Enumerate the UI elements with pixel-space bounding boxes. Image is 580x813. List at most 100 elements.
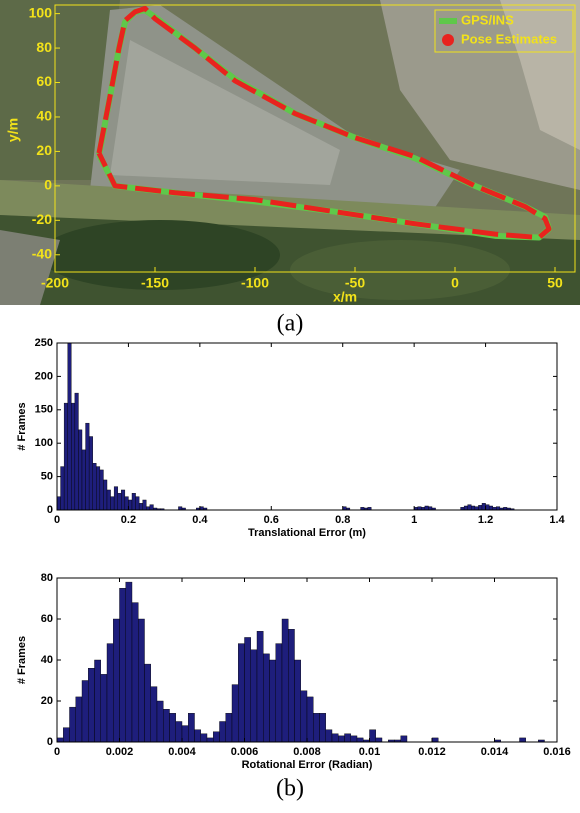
histogram-bar (170, 713, 176, 742)
histogram-bar (132, 493, 136, 510)
histogram-bar (343, 507, 347, 510)
y-tick-label: 50 (41, 471, 53, 483)
y-tick-label: 40 (36, 108, 52, 124)
x-tick-label: 0 (54, 514, 60, 526)
y-tick-label: 60 (41, 613, 53, 625)
histogram-bar (307, 697, 313, 742)
histogram-bar (188, 713, 194, 742)
histogram-bar (401, 736, 407, 742)
histogram-bar (103, 480, 107, 510)
histogram-bar (338, 736, 344, 742)
histogram-bar (468, 505, 472, 510)
histogram-bar (157, 701, 163, 742)
x-axis-label: Rotational Error (Radian) (242, 759, 373, 771)
histogram-bar (245, 637, 251, 742)
histogram-bar (121, 490, 125, 510)
histogram-bar (118, 493, 122, 510)
histogram-bar (107, 644, 113, 742)
histogram-bar (357, 738, 363, 742)
histogram-bar (486, 505, 490, 510)
histogram-bar (489, 506, 493, 510)
y-tick-label: 20 (41, 695, 53, 707)
histogram-bar (370, 730, 376, 742)
histogram-bar (136, 497, 140, 510)
histogram-bar (213, 732, 219, 742)
y-tick-label: 40 (41, 654, 53, 666)
histogram-bar (111, 497, 115, 510)
x-tick-label: 1.2 (478, 514, 493, 526)
x-tick-label: 1 (411, 514, 417, 526)
x-tick-label: 0 (54, 746, 60, 758)
histogram-bar (326, 730, 332, 742)
histogram-bar (464, 506, 468, 510)
histogram-bar (320, 713, 326, 742)
x-tick-label: 0.6 (264, 514, 279, 526)
histogram-bar (313, 713, 319, 742)
histogram-bar (176, 722, 182, 743)
histogram-bar (301, 691, 307, 742)
histogram-bar (100, 470, 104, 510)
histogram-bar (376, 738, 382, 742)
figure: (a) (b) -200-150-100-50050-40-2002040608… (0, 0, 580, 808)
y-tick-label: 200 (35, 370, 53, 382)
x-tick-label: 0.016 (543, 746, 571, 758)
histogram-bar (93, 463, 97, 510)
histogram-bar (471, 506, 475, 510)
x-tick-label: -200 (41, 275, 69, 291)
caption: (a) (277, 311, 304, 337)
histogram-bar (145, 664, 151, 742)
y-tick-label: 150 (35, 404, 53, 416)
histogram-bar (220, 722, 226, 743)
histogram-bar (64, 403, 68, 510)
histogram-bar (126, 582, 132, 742)
histogram-bar (82, 450, 86, 510)
y-tick-label: 60 (36, 73, 52, 89)
histogram-bar (63, 728, 69, 742)
histogram-bar (482, 503, 486, 510)
histogram-bar (432, 738, 438, 742)
histogram-bar (146, 507, 150, 510)
histogram-bar (86, 423, 90, 510)
histogram-bar (478, 505, 482, 510)
histogram-bar (101, 674, 107, 742)
histogram-bar (151, 687, 157, 742)
y-tick-label: 250 (35, 337, 53, 349)
histogram-bar (163, 709, 169, 742)
x-tick-label: 0.2 (121, 514, 136, 526)
x-tick-label: 0.006 (231, 746, 259, 758)
histogram-bar (345, 734, 351, 742)
histogram-bar (75, 393, 79, 510)
histogram-bar (57, 738, 63, 742)
y-tick-label: -20 (32, 211, 52, 227)
legend-label: Pose Estimates (461, 31, 557, 46)
histogram-bar (143, 500, 147, 510)
histogram-bar (475, 507, 479, 510)
legend-label: GPS/INS (461, 12, 514, 27)
histogram-bar (82, 681, 88, 743)
x-tick-label: 0.004 (168, 746, 196, 758)
y-tick-label: -40 (32, 245, 52, 261)
histogram-bar (61, 467, 65, 510)
x-tick-label: 0.01 (359, 746, 380, 758)
histogram-bar (276, 644, 282, 742)
y-tick-label: 0 (44, 177, 52, 193)
histogram-bar (96, 467, 100, 510)
histogram-bar (270, 660, 276, 742)
legend-swatch (442, 34, 454, 46)
histogram-bar (78, 430, 82, 510)
histogram-bar (251, 650, 257, 742)
x-tick-label: 0.008 (293, 746, 321, 758)
histogram-bar (89, 437, 93, 510)
histogram-bar (238, 644, 244, 742)
histogram-bar (138, 619, 144, 742)
y-axis-label: # Frames (16, 636, 28, 684)
histogram-bar (125, 497, 129, 510)
y-tick-label: 100 (29, 4, 53, 20)
x-tick-label: 1.4 (549, 514, 565, 526)
histogram-bar (288, 629, 294, 742)
histogram-bar (282, 619, 288, 742)
y-tick-label: 80 (41, 572, 53, 584)
y-tick-label: 20 (36, 142, 52, 158)
histogram-bar (351, 736, 357, 742)
histogram-bar (257, 631, 263, 742)
